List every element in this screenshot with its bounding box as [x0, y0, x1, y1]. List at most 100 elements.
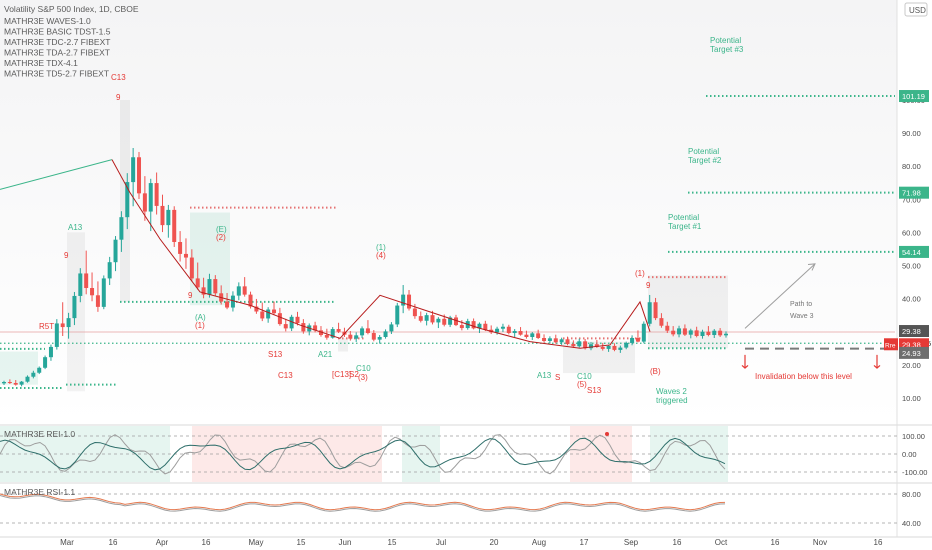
- main-pane[interactable]: [0, 0, 897, 424]
- rsi-label[interactable]: MATHR3E RSI-1.1: [4, 487, 75, 497]
- candle-body: [272, 309, 277, 314]
- candle: [659, 313, 664, 328]
- candle: [588, 341, 593, 351]
- candle: [242, 277, 247, 297]
- candle: [66, 312, 71, 339]
- candle-body: [330, 329, 335, 338]
- candle-body: [547, 338, 552, 341]
- indicator-item[interactable]: MATHR3E TDA-2.7 FIBEXT: [4, 48, 110, 58]
- candle-body: [588, 344, 593, 349]
- indicator-item[interactable]: MATHR3E WAVES-1.0: [4, 16, 91, 26]
- wave-label: (A): [195, 313, 206, 322]
- candle-body: [242, 286, 247, 295]
- price-tick: 10.00: [902, 394, 921, 403]
- candle-body: [518, 331, 523, 335]
- candle-body: [389, 324, 394, 332]
- candle-body: [559, 339, 564, 343]
- candle-body: [724, 333, 728, 336]
- wave-label: (5): [577, 380, 587, 389]
- candle: [665, 321, 670, 334]
- candle-body: [506, 326, 511, 334]
- candle-body: [477, 323, 482, 329]
- candle-body: [594, 344, 599, 347]
- candle-body: [160, 205, 165, 226]
- candle-body: [718, 330, 723, 336]
- target2-label-1: Target #2: [688, 156, 722, 165]
- wave-label: (2): [216, 233, 226, 242]
- wave-label: C13: [278, 371, 293, 380]
- candle-body: [424, 315, 429, 321]
- candle: [712, 329, 717, 338]
- candle: [448, 315, 453, 328]
- candle: [506, 324, 511, 335]
- chart-title: Volatility S&P 500 Index, 1D, CBOE: [4, 4, 139, 14]
- rei-tick: 0.00: [902, 450, 917, 459]
- wave-label: (4): [376, 251, 386, 260]
- invalidation-label: Invalidation below this level: [755, 372, 852, 381]
- candle-body: [172, 209, 177, 242]
- price-tick: 70.00: [902, 195, 921, 204]
- candle: [395, 302, 400, 328]
- tag-line-marker: [884, 338, 898, 351]
- candle-body: [442, 318, 447, 325]
- time-tick: 16: [874, 538, 883, 547]
- time-tick: May: [248, 538, 263, 547]
- candle-body: [618, 347, 623, 350]
- candle-body: [512, 331, 517, 334]
- candle-body: [113, 239, 118, 263]
- waves2-label-1: triggered: [656, 396, 688, 405]
- candle-body: [60, 323, 65, 328]
- candle-body: [612, 345, 617, 350]
- candle-body: [583, 341, 588, 349]
- wave-label: S2: [349, 370, 359, 379]
- indicator-item[interactable]: MATHR3E TD5-2.7 FIBEXT: [4, 69, 109, 79]
- time-tick: 16: [771, 538, 780, 547]
- candle-body: [266, 309, 271, 319]
- candle: [612, 343, 617, 352]
- candle-body: [647, 302, 652, 324]
- candle-body: [542, 337, 547, 341]
- tag-invalidation: [899, 346, 929, 359]
- count-label: 9: [646, 281, 651, 290]
- candle: [706, 326, 711, 337]
- candle: [189, 249, 194, 282]
- candle: [113, 236, 118, 272]
- candle-body: [107, 262, 112, 279]
- time-tick: 17: [580, 538, 589, 547]
- candle: [624, 341, 629, 350]
- price-tick: 60.00: [902, 228, 921, 237]
- rei-tick: -100.00: [902, 468, 927, 477]
- candle-body: [248, 294, 253, 307]
- candle-body: [295, 316, 300, 324]
- trend-line-teal: [0, 159, 113, 190]
- indicator-item[interactable]: MATHR3E BASIC TDST-1.5: [4, 27, 111, 37]
- candle-body: [635, 337, 640, 342]
- candle: [500, 323, 505, 333]
- candle: [471, 318, 476, 330]
- candle: [559, 337, 564, 345]
- currency-badge[interactable]: [904, 2, 928, 17]
- rsi-tick: 80.00: [902, 490, 921, 499]
- candle-body: [43, 357, 48, 368]
- candle: [207, 273, 212, 298]
- candle: [547, 336, 552, 344]
- candle: [213, 275, 218, 296]
- candle-body: [301, 323, 306, 332]
- candle: [694, 326, 699, 338]
- price-tick: 50.00: [902, 262, 921, 271]
- rsi-line-orange: [0, 493, 726, 511]
- candle: [360, 326, 365, 338]
- candle-body: [495, 328, 500, 333]
- tag-last: [899, 325, 929, 338]
- indicator-item[interactable]: MATHR3E TDC-2.7 FIBEXT: [4, 37, 110, 47]
- waves2-label: Waves 2: [656, 387, 687, 396]
- candle: [647, 294, 652, 327]
- candle: [565, 336, 570, 346]
- target1-label: Potential: [668, 213, 699, 222]
- candle: [724, 331, 728, 338]
- indicator-item[interactable]: MATHR3E TDX-4.1: [4, 58, 78, 68]
- rei-label[interactable]: MATHR3E REI-1.0: [4, 429, 75, 439]
- candle: [225, 292, 230, 310]
- target3-label-1: Target #3: [710, 45, 744, 54]
- rei-line-gray: [0, 434, 726, 475]
